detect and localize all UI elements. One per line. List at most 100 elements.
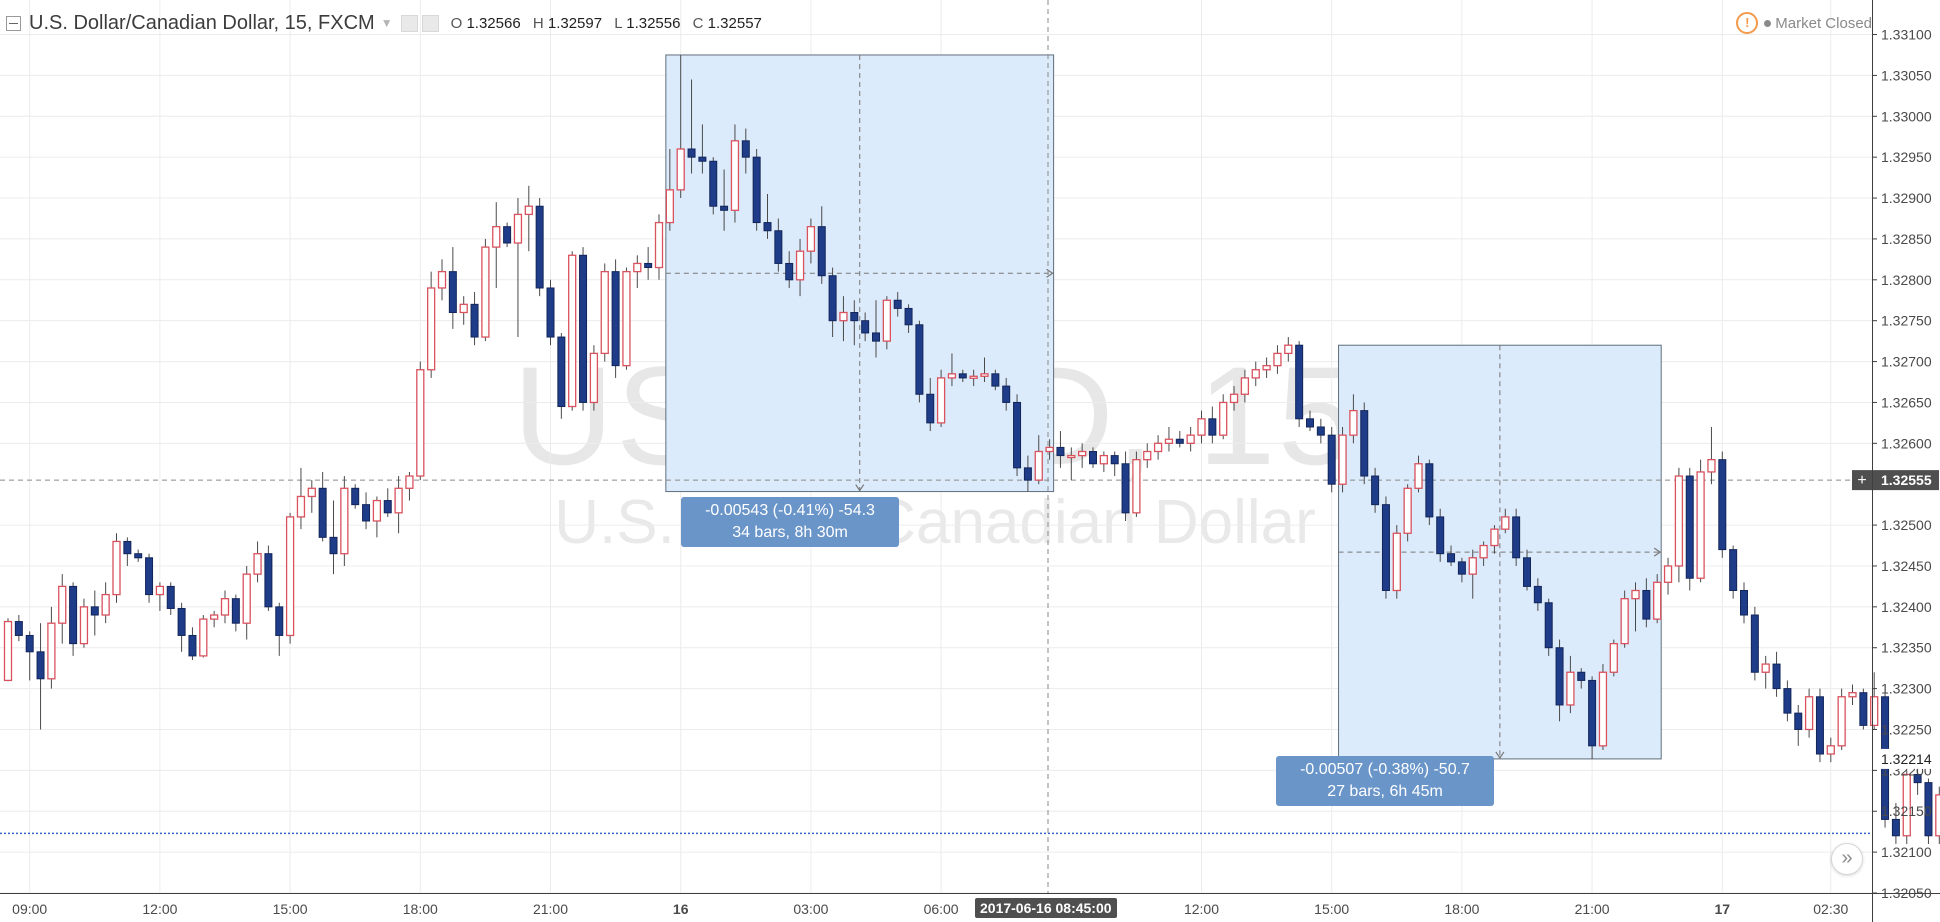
candle (1740, 582, 1748, 624)
candle-body (426, 287, 436, 371)
candle (947, 353, 957, 387)
time-axis-label: 12:00 (142, 901, 177, 917)
candle-body (1468, 557, 1477, 575)
price-axis-label: 1.32500 (1881, 517, 1932, 533)
candle (437, 259, 447, 301)
candle (795, 238, 805, 297)
time-axis-label: 21:00 (1575, 901, 1610, 917)
measure-arrow (855, 484, 865, 492)
candle-body (1403, 487, 1412, 534)
candle-body (861, 320, 870, 334)
candle-body (947, 373, 957, 379)
price-axis-label: 1.32350 (1881, 640, 1932, 656)
candle-body (1164, 438, 1174, 444)
candle-body (795, 250, 805, 281)
candle (872, 300, 880, 358)
candle-body (882, 299, 891, 342)
candle (220, 590, 230, 624)
candle-body (1642, 589, 1651, 620)
candle-body (166, 585, 175, 609)
candle (145, 553, 154, 603)
candle-body (644, 262, 653, 269)
candle-body (1306, 418, 1314, 428)
candle-body (1555, 647, 1564, 706)
scroll-to-realtime-button[interactable]: » (1831, 843, 1863, 875)
candle (557, 332, 566, 419)
candle-body (340, 487, 349, 555)
candle-body (1013, 401, 1022, 469)
candle (416, 361, 425, 481)
candle-body (25, 634, 34, 653)
candle (1295, 341, 1304, 427)
candle (362, 492, 371, 530)
candle-body (893, 299, 902, 309)
candle (1414, 455, 1423, 493)
candle (774, 218, 783, 272)
candle (1718, 451, 1727, 558)
candle (1099, 451, 1108, 472)
candle-body (980, 373, 989, 377)
candle (1924, 778, 1933, 844)
market-status[interactable]: ! Market Closed (1736, 12, 1872, 34)
candle-body (47, 622, 56, 680)
candle (1045, 439, 1054, 460)
level-price-box (1873, 748, 1939, 769)
chart-legend: U.S. Dollar/Canadian Dollar, 15, FXCM ▼ … (6, 10, 770, 36)
level-price-value: 1.32214 (1881, 751, 1932, 767)
candle-body (1804, 696, 1814, 731)
symbol-title[interactable]: U.S. Dollar/Canadian Dollar, 15, FXCM (29, 11, 375, 34)
candle-body (568, 254, 577, 408)
candle-body (1153, 442, 1163, 453)
candle-body (1794, 712, 1803, 730)
candle-body (1707, 459, 1716, 473)
candle (665, 148, 674, 231)
candle-body (285, 516, 295, 637)
candle (394, 476, 403, 534)
measurement-change: -0.00543 (-0.41%) -54.3 (705, 502, 875, 519)
candle-body (242, 573, 251, 624)
candle-body (481, 246, 490, 338)
candle-body (1718, 459, 1727, 551)
candle (1631, 582, 1640, 632)
candle (1457, 557, 1466, 583)
candle (351, 484, 360, 509)
time-axis-label: 06:00 (924, 901, 959, 917)
candle-body (362, 504, 371, 522)
candle (1815, 688, 1824, 763)
candle (1153, 435, 1163, 460)
collapse-legend-icon[interactable] (6, 15, 21, 31)
candle (231, 594, 240, 632)
candle (1186, 426, 1195, 452)
candle (1826, 737, 1835, 763)
candle (980, 357, 989, 383)
candle-body (14, 621, 23, 636)
candle (426, 271, 436, 378)
candle-body (1186, 434, 1195, 444)
gear-icon[interactable] (421, 14, 439, 32)
candle (991, 369, 1000, 391)
candle (448, 247, 457, 329)
price-axis-label: 1.32100 (1881, 844, 1932, 860)
candle-body (220, 598, 230, 616)
measurement-label: -0.00507 (-0.38%) -50.7 27 bars, 6h 45m (1276, 756, 1494, 806)
last-price-box (1873, 470, 1939, 491)
candle (1696, 459, 1705, 583)
candle-body (806, 226, 816, 252)
candle-body (546, 287, 555, 338)
candle-body (329, 536, 338, 555)
candle (329, 500, 338, 575)
candle (709, 157, 718, 215)
candle-body (1045, 446, 1054, 453)
candle (340, 476, 349, 566)
candle-body (492, 226, 501, 248)
price-axis-label: 1.33000 (1881, 108, 1932, 124)
candle-body (709, 160, 718, 207)
eye-icon[interactable] (400, 14, 418, 32)
time-axis-label: 15:00 (1314, 901, 1349, 917)
candle (676, 54, 685, 199)
candle-body (1034, 450, 1043, 481)
candle-body (1566, 671, 1575, 706)
chevron-down-icon[interactable]: ▼ (380, 16, 393, 30)
